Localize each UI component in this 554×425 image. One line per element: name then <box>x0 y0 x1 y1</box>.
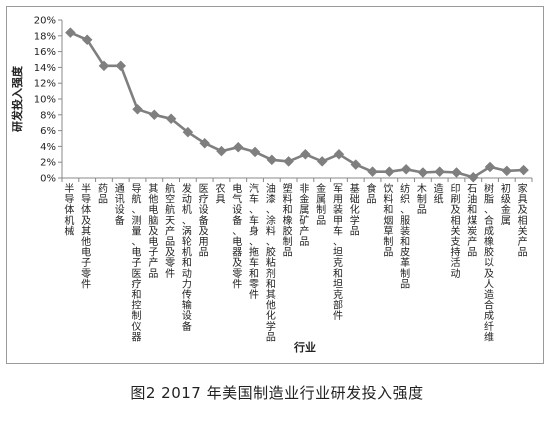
data-point-marker <box>451 167 462 178</box>
data-point-marker <box>283 156 294 167</box>
x-category-label: 金属制品 <box>316 182 326 227</box>
x-category-label: 造纸 <box>434 182 444 206</box>
data-point-marker <box>434 166 446 178</box>
x-category-label: 初级金属 <box>501 182 511 227</box>
y-axis-title: 研发投入强度 <box>10 65 24 132</box>
chart-frame: 0% 2% 4% 6% 8% 10% 12% 14% 16% 18% 20% 半导体机械 半导体及其他… <box>6 6 544 364</box>
x-category-label: 木制品 <box>417 183 427 216</box>
series-line <box>69 31 524 179</box>
x-category-label: 家具及相关产品 <box>518 182 528 259</box>
x-category-label: 半导体机械 <box>64 182 74 237</box>
y-tick-label: 4% <box>40 142 56 153</box>
data-point-marker <box>484 161 496 173</box>
y-tick-label: 16% <box>34 47 56 58</box>
y-tick-label: 20% <box>34 16 56 27</box>
x-category-label: 医疗设备及用品 <box>199 183 209 259</box>
x-category-label: 树脂、合成橡胶以及人造合成纤维 <box>484 182 494 343</box>
data-point-marker <box>199 137 211 149</box>
x-category-label: 石油和煤炭产品 <box>467 184 477 259</box>
x-category-label: 药品 <box>98 183 108 206</box>
x-category-label: 半导体及其他电子零件 <box>81 182 91 290</box>
x-category-label: 饮料和烟草制品 <box>383 182 393 259</box>
x-category-label: 农具 <box>215 182 225 206</box>
y-tick-label: 8% <box>40 110 56 121</box>
x-axis-title: 行业 <box>293 340 316 354</box>
x-category-label: 通讯设备 <box>115 183 125 227</box>
x-category-label: 纺织、服装和皮革制品 <box>400 182 410 290</box>
x-category-label: 军用装甲车、坦克和坦克部件 <box>333 183 343 322</box>
x-category-label: 食品 <box>367 182 377 206</box>
data-point-marker <box>350 159 362 170</box>
data-point-marker <box>316 156 328 167</box>
data-point-marker <box>148 109 160 121</box>
data-point-marker <box>417 167 429 178</box>
data-point-marker <box>383 166 395 178</box>
data-point-marker <box>216 145 227 157</box>
x-category-label: 基础化学品 <box>350 182 360 237</box>
data-point-marker <box>333 148 345 160</box>
data-point-marker <box>165 113 177 125</box>
data-point-marker <box>115 60 127 72</box>
y-tick-label: 18% <box>34 31 56 42</box>
data-point-marker <box>266 154 278 166</box>
x-category-label: 其他电脑及电子产品 <box>148 183 158 280</box>
data-point-marker <box>182 126 194 138</box>
data-point-marker <box>300 148 311 160</box>
y-tick-label: 6% <box>40 126 56 137</box>
y-tick-label: 10% <box>34 95 56 106</box>
y-tick-label: 14% <box>34 63 56 74</box>
x-category-label: 航空航天产品及零件 <box>165 182 175 280</box>
data-point-marker <box>501 165 513 177</box>
x-category-label: 发动机、涡轮机和动力传输设备 <box>182 182 192 333</box>
data-point-marker <box>65 27 76 38</box>
x-category-label: 油漆、涂料、胶粘剂和其他化学品 <box>266 182 276 343</box>
x-category-label: 电气设备、电器及零件 <box>232 182 242 290</box>
data-point-marker <box>132 103 143 115</box>
data-point-marker <box>400 163 412 175</box>
x-category-label: 塑料和橡胶制品 <box>283 183 293 259</box>
data-point-marker <box>81 34 93 46</box>
x-category-label: 非金属矿产品 <box>299 183 309 248</box>
y-tick-label: 2% <box>40 158 56 169</box>
x-category-label: 印刷及相关支持活动 <box>450 183 460 280</box>
data-point-marker <box>518 164 529 176</box>
data-point-marker <box>367 166 378 178</box>
data-point-marker <box>98 60 110 72</box>
line-chart: 0% 2% 4% 6% 8% 10% 12% 14% 16% 18% 20% 半导体机械半导体及其他… <box>10 16 533 354</box>
figure-caption: 图2 2017 年美国制造业行业研发投入强度 <box>130 384 424 402</box>
data-point-marker <box>232 141 244 153</box>
x-category-label: 汽车、车身、拖车和零件 <box>249 182 259 301</box>
data-point-marker <box>467 171 479 183</box>
x-category-label: 导航、测量、电子医疗和控制仪器 <box>132 183 142 343</box>
data-point-marker <box>249 146 261 158</box>
y-tick-label: 12% <box>34 79 56 90</box>
y-tick-label: 0% <box>40 174 56 185</box>
